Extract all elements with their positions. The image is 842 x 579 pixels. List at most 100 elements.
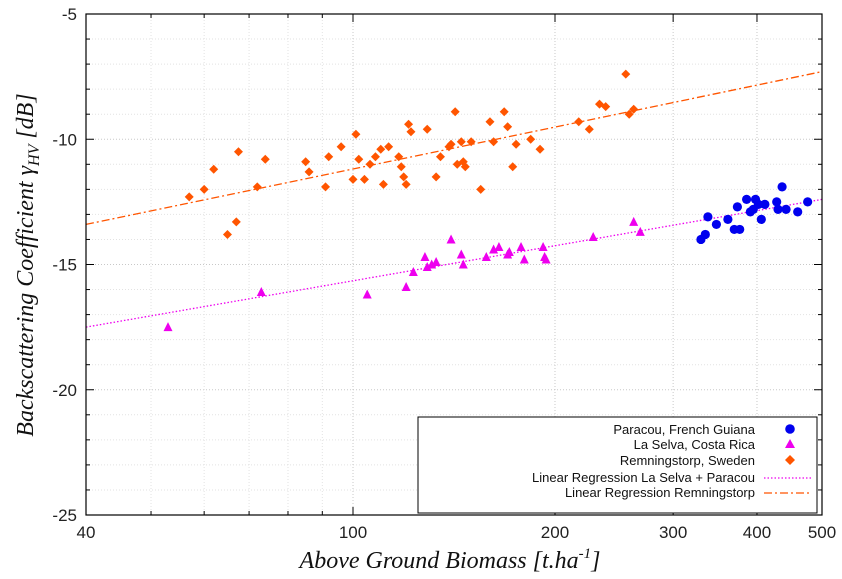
- legend-label-regression-remningstorp: Linear Regression Remningstorp: [565, 485, 755, 500]
- regression-line-1: [85, 70, 823, 226]
- point-series-2: [456, 137, 466, 147]
- point-series-2: [399, 172, 409, 182]
- point-series-2: [406, 127, 416, 137]
- point-series-1: [431, 256, 441, 266]
- point-series-1: [420, 251, 430, 261]
- x-tick-label: 400: [743, 523, 771, 542]
- point-series-1: [489, 244, 499, 254]
- point-series-1: [163, 322, 173, 332]
- y-tick-label: -25: [52, 506, 77, 525]
- point-series-2: [231, 217, 241, 227]
- tick-labels: -25 -20 -15 -10 -5 40 100 200 300 400 500: [52, 5, 836, 542]
- point-series-2: [401, 179, 411, 189]
- point-series-1: [629, 216, 639, 226]
- point-series-0: [756, 214, 766, 225]
- regression-lines: [85, 70, 823, 328]
- x-axis-label: Above Ground Biomass [t.ha-1]: [298, 546, 601, 574]
- point-series-0: [781, 204, 791, 214]
- legend-label-regression-laselva-paracou: Linear Regression La Selva + Paracou: [532, 470, 755, 485]
- point-series-1: [362, 289, 372, 299]
- point-series-0: [711, 219, 721, 230]
- point-series-0: [772, 197, 782, 207]
- point-series-0: [793, 207, 803, 217]
- point-series-2: [431, 172, 441, 182]
- point-series-2: [503, 122, 513, 132]
- point-series-2: [199, 184, 209, 194]
- x-tick-label: 200: [541, 523, 569, 542]
- y-tick-label: -10: [52, 130, 77, 149]
- point-series-1: [519, 254, 529, 264]
- point-series-2: [233, 147, 243, 157]
- point-series-2: [370, 152, 380, 162]
- legend-label-laselva: La Selva, Costa Rica: [634, 437, 756, 452]
- point-series-0: [732, 202, 742, 212]
- point-series-2: [336, 142, 346, 152]
- point-series-2: [260, 154, 270, 164]
- point-series-2: [321, 182, 331, 192]
- point-series-2: [435, 152, 445, 162]
- legend-marker-paracou: [785, 424, 795, 434]
- point-series-2: [508, 162, 518, 172]
- point-series-2: [446, 139, 456, 149]
- point-series-0: [773, 204, 783, 214]
- point-series-2: [489, 137, 499, 147]
- y-axis-label: Backscattering Coefficient γHV [dB]: [13, 93, 43, 436]
- point-series-2: [304, 167, 314, 177]
- point-series-2: [301, 157, 311, 167]
- legend-marker-remningstorp: [785, 455, 795, 465]
- point-series-0: [700, 229, 710, 240]
- point-series-0: [803, 197, 813, 207]
- point-series-2: [209, 164, 219, 174]
- y-tick-label: -20: [52, 381, 77, 400]
- x-tick-label: 500: [808, 523, 836, 542]
- point-series-2: [396, 162, 406, 172]
- point-series-2: [348, 174, 358, 184]
- point-series-2: [365, 159, 375, 169]
- point-series-0: [741, 194, 752, 204]
- point-series-2: [222, 229, 232, 239]
- legend-marker-laselva: [785, 439, 795, 448]
- point-series-2: [629, 104, 639, 114]
- point-series-2: [422, 124, 432, 134]
- point-series-1: [481, 251, 491, 261]
- point-series-2: [252, 182, 262, 192]
- point-series-2: [535, 144, 545, 154]
- point-series-2: [378, 179, 388, 189]
- point-series-0: [735, 224, 745, 235]
- point-series-2: [450, 107, 460, 117]
- point-series-1: [494, 241, 504, 251]
- x-tick-label: 100: [339, 523, 367, 542]
- point-series-0: [777, 182, 787, 192]
- point-series-2: [460, 162, 470, 172]
- point-series-2: [584, 124, 594, 134]
- point-series-2: [384, 142, 394, 152]
- point-series-1: [541, 254, 551, 264]
- point-series-2: [485, 117, 495, 127]
- point-series-2: [376, 144, 386, 154]
- point-series-0: [703, 212, 713, 222]
- point-series-2: [466, 137, 476, 147]
- point-series-0: [760, 199, 770, 209]
- point-series-2: [359, 174, 369, 184]
- legend-box: [417, 416, 818, 514]
- legend-label-paracou: Paracou, French Guiana: [613, 422, 755, 437]
- point-series-1: [635, 226, 645, 236]
- point-series-2: [476, 184, 486, 194]
- point-series-2: [394, 152, 404, 162]
- point-series-0: [753, 199, 764, 209]
- y-tick-label: -15: [52, 256, 77, 275]
- x-tick-label: 40: [77, 523, 96, 542]
- point-series-1: [427, 259, 437, 269]
- data-points: [163, 69, 813, 332]
- point-series-2: [511, 139, 521, 149]
- legend: Paracou, French Guiana La Selva, Costa R…: [417, 416, 818, 514]
- point-series-1: [538, 241, 548, 251]
- point-series-1: [446, 234, 456, 244]
- point-series-2: [624, 109, 634, 119]
- point-series-2: [621, 69, 631, 79]
- axis-ticks: [86, 13, 822, 516]
- point-series-2: [601, 102, 611, 112]
- point-series-1: [516, 241, 526, 251]
- point-series-1: [456, 249, 466, 259]
